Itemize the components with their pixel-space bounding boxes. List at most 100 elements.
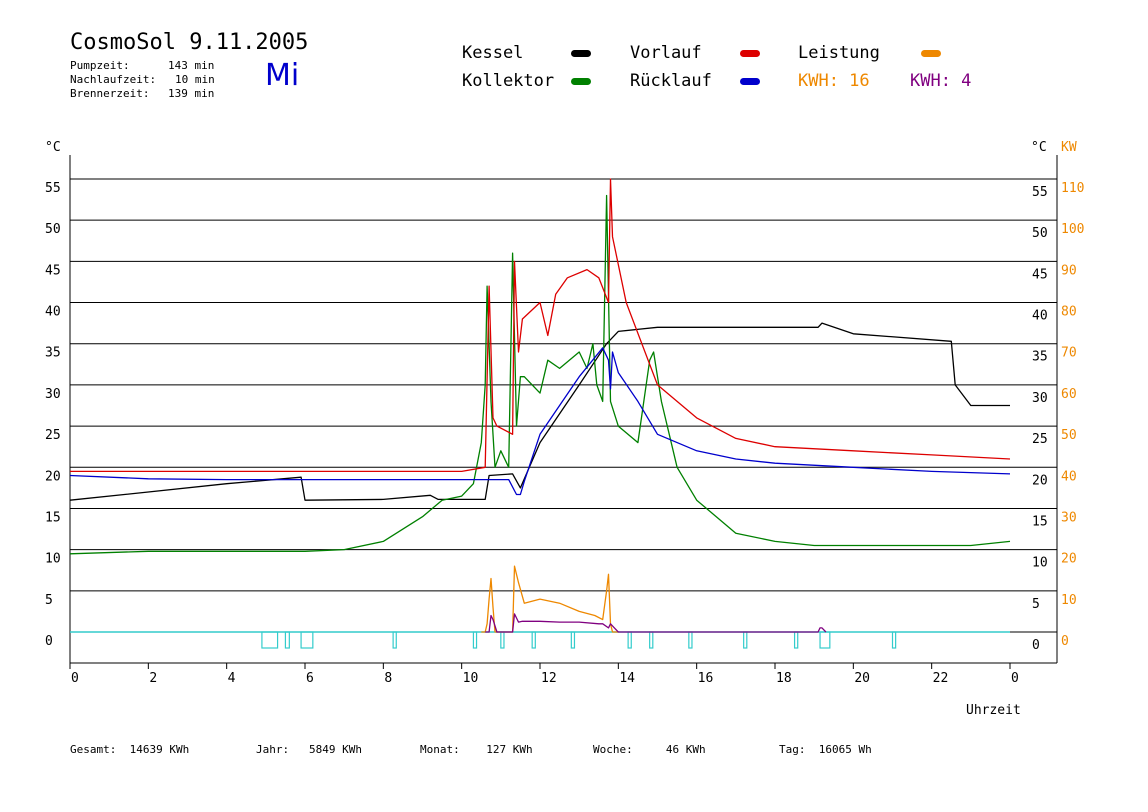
y-tick-label-kw: 110 — [1061, 181, 1084, 196]
y-tick-label-left: 25 — [45, 428, 61, 443]
y-tick-label-kw: 50 — [1061, 428, 1077, 443]
x-tick-label: 0 — [71, 671, 79, 686]
y-tick-label-left: 35 — [45, 346, 61, 361]
footer-year: Jahr: 5849 KWh — [256, 743, 362, 756]
burner-time-value: 139 min — [168, 87, 215, 100]
y-tick-label-kw: 30 — [1061, 510, 1077, 525]
y-tick-label-right: 10 — [1032, 556, 1048, 571]
chart-title: CosmoSol 9.11.2005 — [70, 30, 309, 55]
after-run-time-value: 10 min — [175, 73, 215, 86]
y-tick-label-kw: 20 — [1061, 552, 1077, 567]
pump-event — [891, 631, 897, 649]
pump-event — [793, 631, 799, 649]
y-tick-label-left: 40 — [45, 305, 61, 320]
x-tick-label: 2 — [149, 671, 157, 686]
pump-event — [261, 631, 279, 649]
y-tick-label-kw: 40 — [1061, 469, 1077, 484]
y-tick-label-right: 5 — [1032, 597, 1040, 612]
y-tick-label-right: 0 — [1032, 638, 1040, 653]
x-tick-label: 8 — [384, 671, 392, 686]
pump-event — [743, 631, 748, 649]
y-tick-label-right: 20 — [1032, 473, 1048, 488]
legend-ruecklauf-label: Rücklauf — [630, 71, 712, 91]
y-tick-label-left: 50 — [45, 222, 61, 237]
x-tick-label: 0 — [1011, 671, 1019, 686]
pump-event — [531, 631, 536, 649]
y-tick-label-right: 40 — [1032, 309, 1048, 324]
y-tick-label-right: 30 — [1032, 391, 1048, 406]
y-tick-label-left: 5 — [45, 593, 53, 608]
legend-vorlauf-label: Vorlauf — [630, 43, 702, 63]
y-tick-label-right: 15 — [1032, 514, 1048, 529]
y-tick-label-kw: 90 — [1061, 263, 1077, 278]
legend-kollektor-swatch — [571, 78, 591, 85]
pump-event — [627, 631, 632, 649]
series-line-1 — [69, 194, 1011, 555]
pump-event — [284, 631, 290, 649]
legend-vorlauf-swatch — [740, 50, 760, 57]
y-tick-label-right: 25 — [1032, 432, 1048, 447]
x-tick-label: 22 — [933, 671, 949, 686]
footer-total: Gesamt: 14639 KWh — [70, 743, 190, 756]
series-line-2 — [70, 178, 1011, 473]
y-tick-label-kw: 100 — [1061, 222, 1084, 237]
y-tick-label-right: 35 — [1032, 350, 1048, 365]
legend-leistung-label: Leistung — [798, 43, 880, 63]
y-axis-unit-left: °C — [45, 140, 61, 155]
pump-event — [688, 631, 693, 649]
pump-event — [500, 631, 505, 649]
y-tick-label-kw: 10 — [1061, 593, 1077, 608]
legend-kwh-solar: KWH: 16 — [798, 71, 870, 91]
burner-time-label: Brennerzeit: — [70, 87, 150, 100]
x-tick-label: 4 — [228, 671, 236, 686]
pump-event — [819, 631, 831, 649]
series-line-4 — [481, 565, 619, 633]
x-tick-label: 12 — [541, 671, 557, 686]
y-tick-label-left: 55 — [45, 181, 61, 196]
x-tick-label: 16 — [698, 671, 714, 686]
pump-event — [300, 631, 314, 649]
y-tick-label-kw: 80 — [1061, 305, 1077, 320]
y-tick-label-right: 45 — [1032, 267, 1048, 282]
y-axis-unit-right: °C — [1031, 140, 1047, 155]
y-tick-label-kw: 70 — [1061, 346, 1077, 361]
legend-kessel-label: Kessel — [462, 43, 524, 63]
x-tick-label: 6 — [306, 671, 314, 686]
y-tick-label-left: 0 — [45, 634, 53, 649]
y-tick-label-right: 50 — [1032, 226, 1048, 241]
x-tick-label: 10 — [463, 671, 479, 686]
legend-kwh-purple: KWH: 4 — [910, 71, 972, 91]
series-line-5 — [485, 613, 827, 633]
y-tick-label-left: 20 — [45, 469, 61, 484]
y-tick-label-kw: 60 — [1061, 387, 1077, 402]
after-run-time-label: Nachlaufzeit: — [70, 73, 157, 86]
x-tick-label: 20 — [854, 671, 870, 686]
footer-week: Woche: 46 KWh — [593, 743, 706, 756]
y-axis-unit-kw: KW — [1061, 140, 1077, 155]
series-line-0 — [69, 322, 1010, 501]
y-tick-label-left: 45 — [45, 263, 61, 278]
pump-event — [392, 631, 397, 649]
legend-ruecklauf-swatch — [740, 78, 760, 85]
footer-month: Monat: 127 KWh — [420, 743, 533, 756]
y-tick-label-left: 30 — [45, 387, 61, 402]
pump-event — [570, 631, 576, 649]
series-line-3 — [69, 347, 1011, 496]
legend-leistung-swatch — [921, 50, 941, 57]
pump-time-label: Pumpzeit: — [70, 59, 130, 72]
legend-kollektor-label: Kollektor — [462, 71, 555, 91]
y-tick-label-left: 15 — [45, 510, 61, 525]
pump-event — [472, 631, 478, 649]
pump-event — [649, 631, 654, 649]
weekday-label: Mi — [265, 58, 300, 93]
y-tick-label-left: 10 — [45, 552, 61, 567]
pump-time-value: 143 min — [168, 59, 215, 72]
y-tick-label-kw: 0 — [1061, 634, 1069, 649]
x-tick-label: 14 — [619, 671, 635, 686]
x-tick-label: 18 — [776, 671, 792, 686]
footer-day: Tag: 16065 Wh — [779, 743, 872, 756]
legend-kessel-swatch — [571, 50, 591, 57]
x-axis-label: Uhrzeit — [966, 703, 1021, 718]
y-tick-label-right: 55 — [1032, 185, 1048, 200]
